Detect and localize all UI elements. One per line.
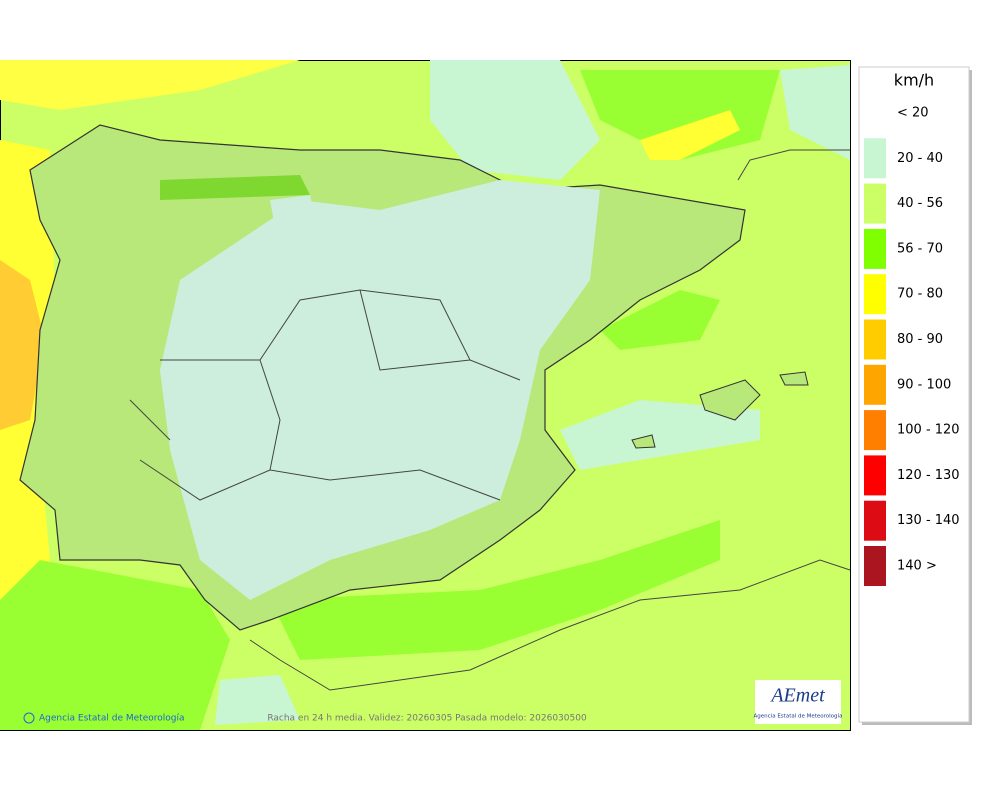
legend-swatch [864, 364, 886, 405]
legend-label: 140 > [897, 559, 937, 574]
logo-subtitle: Agencia Estatal de Meteorología [754, 713, 843, 720]
legend-label: 20 - 40 [897, 151, 943, 166]
legend-swatch [864, 274, 886, 315]
legend-swatch [864, 546, 886, 586]
credit: Agencia Estatal de Meteorología [39, 714, 185, 724]
legend-swatch [864, 93, 886, 133]
legend-swatch [864, 319, 886, 360]
island [699, 379, 761, 421]
map: Agencia Estatal de Meteorología Racha en… [0, 60, 851, 731]
legend-label: 56 - 70 [897, 241, 943, 256]
wind-zone [0, 60, 300, 110]
legend: km/h < 20 20 - 40 40 - 56 56 - 70 70 - 80 80 … [858, 66, 972, 725]
legend-label: 70 - 80 [897, 287, 943, 302]
legend-label: 80 - 90 [897, 332, 943, 347]
legend-swatch [864, 138, 886, 179]
wind-zone [160, 180, 600, 600]
wind-zone [430, 60, 600, 180]
legend-swatch [864, 500, 886, 541]
wind-zone [640, 110, 740, 160]
coast [249, 149, 851, 691]
logo-box [755, 680, 841, 724]
logo-name: AEmet [769, 685, 825, 707]
legend-label: < 20 [897, 106, 929, 121]
legend-swatch [864, 183, 886, 224]
wind-zone [270, 195, 320, 255]
wind-zone [780, 65, 850, 160]
island [631, 434, 656, 449]
wind-zone [160, 175, 310, 200]
wind-zone [580, 70, 780, 160]
wind-zone [215, 675, 300, 725]
legend-label: 100 - 120 [897, 423, 960, 438]
legend-label: 130 - 140 [897, 513, 960, 528]
wind-zone [0, 260, 45, 430]
legend-title: km/h [894, 71, 934, 90]
legend-label: 40 - 56 [897, 196, 943, 211]
copyright-icon [23, 712, 35, 724]
legend-label: 90 - 100 [897, 377, 951, 392]
legend-swatch [864, 410, 886, 451]
legend-label: 120 - 130 [897, 468, 960, 483]
wind-zone [600, 290, 720, 350]
border [129, 289, 521, 501]
caption: Racha en 24 h media. Validez: 20260305 P… [267, 714, 587, 724]
wind-zone [0, 560, 230, 730]
wind-zone [560, 400, 760, 470]
legend-swatch [864, 455, 886, 496]
island [779, 371, 809, 386]
wind-zone [270, 520, 720, 660]
legend-swatch [864, 228, 886, 269]
